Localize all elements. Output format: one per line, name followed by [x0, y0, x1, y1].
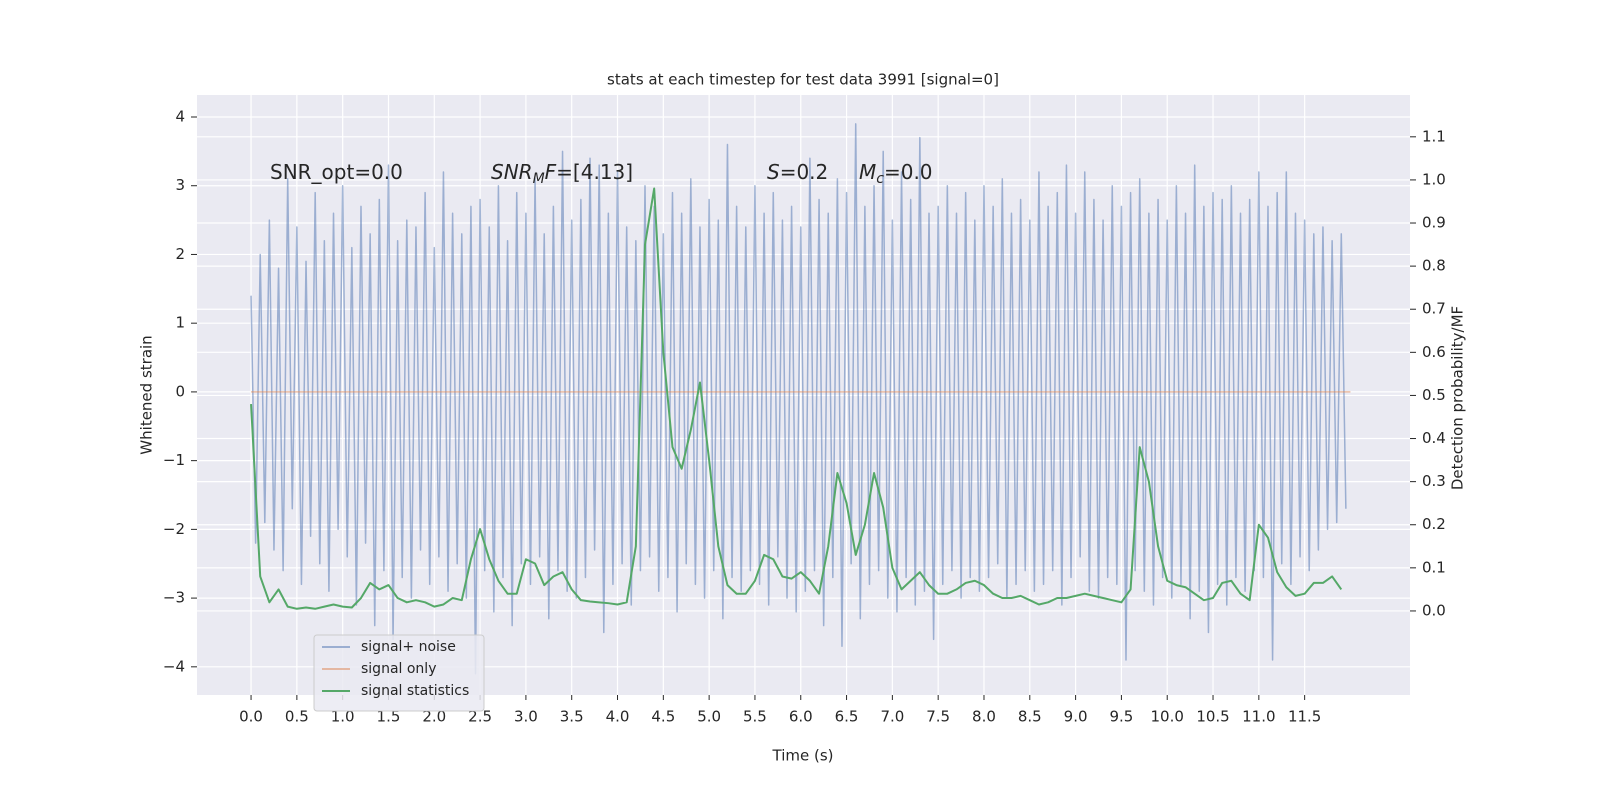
x-tick-label: 4.5: [651, 708, 675, 726]
y2-tick-label: 0.7: [1422, 300, 1446, 318]
x-tick-label: 11.0: [1242, 708, 1275, 726]
x-tick-label: 4.0: [606, 708, 630, 726]
x-tick-label: 8.5: [1018, 708, 1042, 726]
y2-axis-label: Detection probability/MF: [1449, 306, 1467, 490]
legend-label: signal statistics: [361, 683, 469, 699]
legend-label: signal only: [361, 661, 436, 677]
y2-tick-label: 0.8: [1422, 257, 1446, 275]
annotation-part: SNR: [491, 160, 533, 184]
y-tick-label: 1: [175, 314, 185, 332]
x-tick-label: 5.5: [743, 708, 767, 726]
annotation-part: =[4.13]: [556, 160, 633, 184]
x-tick-label: 8.0: [972, 708, 996, 726]
x-tick-label: 1.5: [377, 708, 401, 726]
annotation-part: M: [533, 171, 545, 187]
x-tick-label: 9.5: [1109, 708, 1133, 726]
annotation: S=0.2: [767, 160, 828, 184]
x-tick-label: 6.5: [835, 708, 859, 726]
annotation-part: M: [859, 160, 876, 184]
y-axis-label: Whitened strain: [138, 335, 156, 454]
x-tick-label: 3.0: [514, 708, 538, 726]
y-tick-label: 4: [175, 107, 185, 125]
y-tick-label: −4: [163, 657, 185, 675]
y-tick-label: −3: [163, 589, 185, 607]
y2-tick-label: 1.0: [1422, 170, 1446, 188]
x-tick-label: 1.0: [331, 708, 355, 726]
x-tick-label: 2.5: [468, 708, 492, 726]
annotation-part: F: [545, 160, 557, 184]
annotation-part: =0.0: [884, 160, 933, 184]
y2-tick-label: 0.1: [1422, 558, 1446, 576]
annotation: SNR_opt=0.0: [270, 160, 403, 184]
x-tick-label: 6.0: [789, 708, 813, 726]
x-tick-label: 7.5: [926, 708, 950, 726]
y2-tick-label: 0.6: [1422, 343, 1446, 361]
x-tick-label: 2.0: [422, 708, 446, 726]
x-tick-label: 0.0: [239, 708, 263, 726]
annotation-part: c: [876, 171, 884, 187]
y2-tick-label: 0.5: [1422, 386, 1446, 404]
x-tick-label: 5.0: [697, 708, 721, 726]
annotation-part: S: [767, 160, 780, 184]
x-axis-label: Time (s): [772, 747, 834, 765]
x-tick-label: 9.0: [1064, 708, 1088, 726]
series-line: [250, 187, 1343, 610]
y2-tick-label: 0.4: [1422, 429, 1446, 447]
y2-tick-label: 1.1: [1422, 127, 1446, 145]
x-tick-label: 7.0: [880, 708, 904, 726]
y2-tick-label: 0.3: [1422, 472, 1446, 490]
y-tick-label: 3: [175, 176, 185, 194]
annotation-part: =0.2: [780, 160, 829, 184]
y2-tick-label: 0.0: [1422, 601, 1446, 619]
x-tick-label: 3.5: [560, 708, 584, 726]
series-line: [250, 123, 1347, 675]
annotation-part: SNR_opt=0.0: [270, 160, 403, 184]
y-tick-label: 0: [175, 382, 185, 400]
annotation: SNRMF=[4.13]: [491, 160, 633, 188]
chart-title: stats at each timestep for test data 399…: [607, 71, 999, 89]
y-tick-label: −2: [163, 520, 185, 538]
y2-tick-label: 0.9: [1422, 214, 1446, 232]
y-tick-label: 2: [175, 245, 185, 263]
x-tick-label: 10.0: [1151, 708, 1184, 726]
legend-label: signal+ noise: [361, 639, 456, 655]
legend-box: [313, 634, 485, 712]
y2-tick-label: 0.2: [1422, 515, 1446, 533]
x-tick-label: 10.5: [1196, 708, 1229, 726]
x-tick-label: 11.5: [1288, 708, 1321, 726]
y-tick-label: −1: [163, 451, 185, 469]
x-tick-label: 0.5: [285, 708, 309, 726]
annotation: Mc=0.0: [859, 160, 933, 188]
